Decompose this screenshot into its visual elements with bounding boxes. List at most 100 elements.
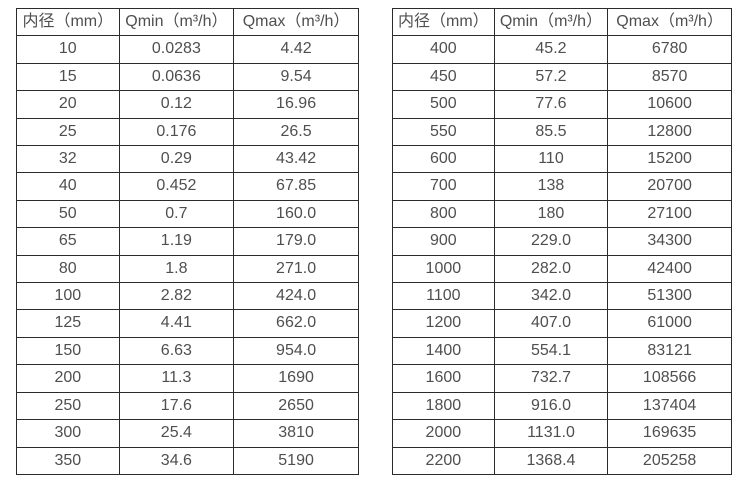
table-cell: 42400 xyxy=(607,254,732,284)
table-cell: 500 xyxy=(392,90,495,119)
table-cell: 9.54 xyxy=(233,62,359,92)
table-row: 250 17.6 2650 xyxy=(16,391,359,421)
table-cell: 554.1 xyxy=(493,336,609,366)
table-cell: 1200 xyxy=(392,309,495,338)
table-cell: 900 xyxy=(392,227,495,256)
table-row: 65 1.19 179.0 xyxy=(16,227,359,256)
table-cell: 200 xyxy=(16,364,120,393)
table-cell: 342.0 xyxy=(493,282,609,311)
table-cell: 0.452 xyxy=(118,172,235,201)
table-cell: 1.19 xyxy=(118,227,235,256)
table-cell: 15200 xyxy=(607,145,732,174)
table-cell: 2200 xyxy=(392,446,495,475)
table-cell: 0.0283 xyxy=(118,35,235,64)
table-cell: 16.96 xyxy=(233,90,359,119)
table-cell: 67.85 xyxy=(233,172,359,201)
table-cell: 1400 xyxy=(392,336,495,366)
table-cell: 0.29 xyxy=(118,145,235,174)
table-cell: 50 xyxy=(16,199,120,229)
table-cell: 954.0 xyxy=(233,336,359,366)
table-cell: 150 xyxy=(16,336,120,366)
table-cell: 180 xyxy=(493,199,609,229)
table-cell: 110 xyxy=(493,145,609,174)
table-row: 100 2.82 424.0 xyxy=(16,282,359,311)
table-cell: 80 xyxy=(16,254,120,284)
table-cell: 11.3 xyxy=(118,364,235,393)
table-cell: 1690 xyxy=(233,364,359,393)
table-cell: 17.6 xyxy=(118,391,235,421)
table-cell: 51300 xyxy=(607,282,732,311)
table-cell: 3810 xyxy=(233,419,359,448)
table-cell: 407.0 xyxy=(493,309,609,338)
table-cell: 34.6 xyxy=(118,446,235,475)
table-cell: 1.8 xyxy=(118,254,235,284)
table-row: 450 57.2 8570 xyxy=(392,62,732,92)
table-row: 200 11.3 1690 xyxy=(16,364,359,393)
table-cell: 250 xyxy=(16,391,120,421)
header-cell: 内径（mm） xyxy=(392,7,495,37)
table-row: 2200 1368.4 205258 xyxy=(392,446,732,475)
table-row: 300 25.4 3810 xyxy=(16,419,359,448)
table-row: 32 0.29 43.42 xyxy=(16,145,359,174)
header-row: 内径（mm） Qmin（m³/h） Qmax（m³/h） xyxy=(16,7,359,37)
table-cell: 12800 xyxy=(607,117,732,147)
header-cell: 内径（mm） xyxy=(16,7,120,37)
table-cell: 2000 xyxy=(392,419,495,448)
header-cell: Qmax（m³/h） xyxy=(233,7,359,37)
table-cell: 100 xyxy=(16,282,120,311)
table-cell: 138 xyxy=(493,172,609,201)
table-cell: 20 xyxy=(16,90,120,119)
table-cell: 160.0 xyxy=(233,199,359,229)
table-row: 1000 282.0 42400 xyxy=(392,254,732,284)
table-row: 1100 342.0 51300 xyxy=(392,282,732,311)
table-row: 20 0.12 16.96 xyxy=(16,90,359,119)
table-cell: 77.6 xyxy=(493,90,609,119)
table-cell: 25 xyxy=(16,117,120,147)
table-cell: 1000 xyxy=(392,254,495,284)
table-cell: 0.12 xyxy=(118,90,235,119)
table-cell: 10 xyxy=(16,35,120,64)
table-cell: 550 xyxy=(392,117,495,147)
table-cell: 4.41 xyxy=(118,309,235,338)
table-cell: 1368.4 xyxy=(493,446,609,475)
table-cell: 205258 xyxy=(607,446,732,475)
table-cell: 83121 xyxy=(607,336,732,366)
table-row: 400 45.2 6780 xyxy=(392,35,732,64)
table-cell: 34300 xyxy=(607,227,732,256)
table-cell: 15 xyxy=(16,62,120,92)
table-cell: 282.0 xyxy=(493,254,609,284)
table-cell: 43.42 xyxy=(233,145,359,174)
header-cell: Qmax（m³/h） xyxy=(607,7,732,37)
header-row: 内径（mm） Qmin（m³/h） Qmax（m³/h） xyxy=(392,7,732,37)
table-row: 15 0.0636 9.54 xyxy=(16,62,359,92)
table-row: 500 77.6 10600 xyxy=(392,90,732,119)
table-row: 25 0.176 26.5 xyxy=(16,117,359,147)
table-cell: 8570 xyxy=(607,62,732,92)
flow-rate-table-large-diameters: 内径（mm） Qmin（m³/h） Qmax（m³/h） 400 45.2 6780 450… xyxy=(392,7,732,475)
table-cell: 4.42 xyxy=(233,35,359,64)
table-cell: 108566 xyxy=(607,364,732,393)
table-cell: 169635 xyxy=(607,419,732,448)
table-cell: 85.5 xyxy=(493,117,609,147)
table-cell: 137404 xyxy=(607,391,732,421)
table-row: 900 229.0 34300 xyxy=(392,227,732,256)
table-cell: 700 xyxy=(392,172,495,201)
table-cell: 229.0 xyxy=(493,227,609,256)
table-cell: 2650 xyxy=(233,391,359,421)
table-cell: 10600 xyxy=(607,90,732,119)
table-cell: 662.0 xyxy=(233,309,359,338)
table-row: 1800 916.0 137404 xyxy=(392,391,732,421)
table-cell: 61000 xyxy=(607,309,732,338)
table-cell: 20700 xyxy=(607,172,732,201)
table-cell: 6.63 xyxy=(118,336,235,366)
table-cell: 1100 xyxy=(392,282,495,311)
table-row: 150 6.63 954.0 xyxy=(16,336,359,366)
table-cell: 450 xyxy=(392,62,495,92)
header-cell: Qmin（m³/h） xyxy=(118,7,235,37)
table-cell: 57.2 xyxy=(493,62,609,92)
table-row: 125 4.41 662.0 xyxy=(16,309,359,338)
table-cell: 179.0 xyxy=(233,227,359,256)
table-row: 600 110 15200 xyxy=(392,145,732,174)
table-row: 350 34.6 5190 xyxy=(16,446,359,475)
